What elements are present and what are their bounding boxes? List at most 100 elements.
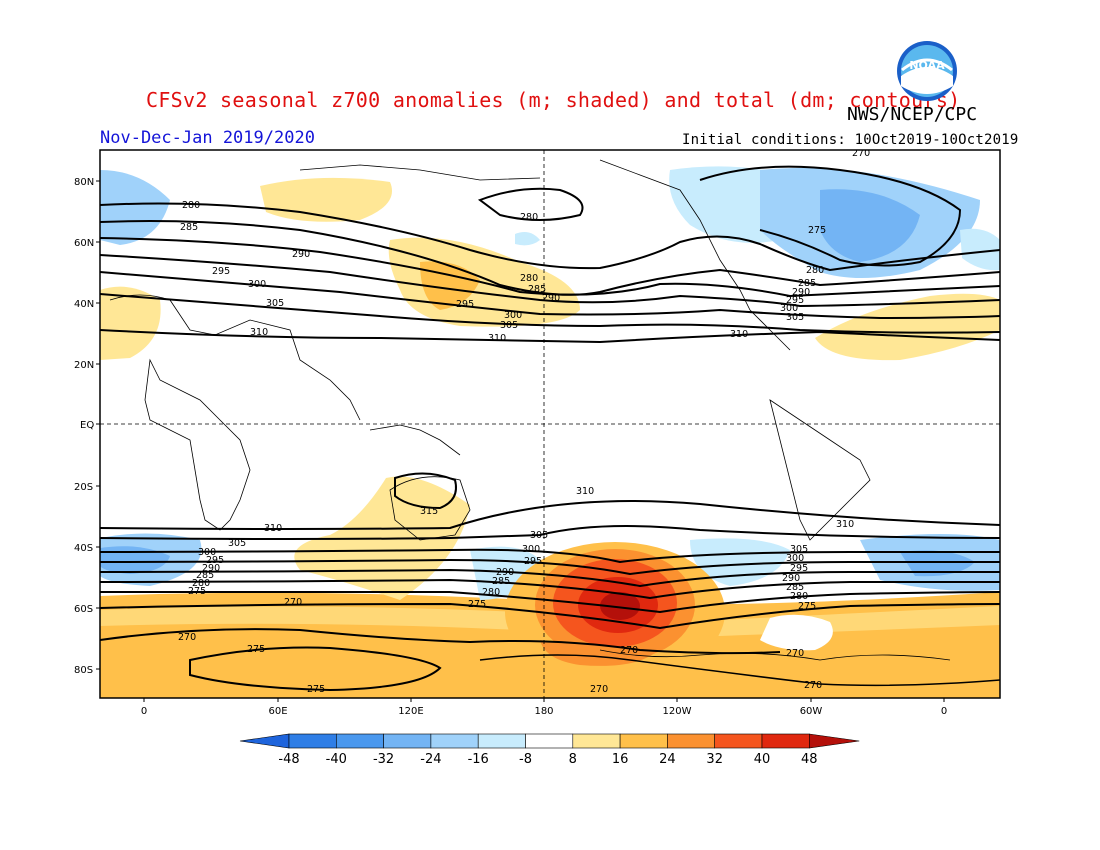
- svg-text:275: 275: [808, 225, 826, 236]
- colorbar-arrow-right: [808, 733, 860, 749]
- colorbar-tick-label: 24: [659, 752, 676, 767]
- lon-label: 60W: [800, 706, 823, 717]
- colorbar-swatch: [619, 733, 668, 749]
- colorbar-swatch: [525, 733, 574, 749]
- svg-text:270: 270: [620, 645, 638, 656]
- lon-label: 60E: [268, 706, 287, 717]
- lat-label: 20S: [74, 482, 93, 493]
- svg-text:280: 280: [520, 273, 538, 284]
- svg-text:300: 300: [780, 303, 798, 314]
- svg-text:270: 270: [852, 148, 870, 159]
- colorbar-swatch: [714, 733, 763, 749]
- lat-label: EQ: [80, 420, 94, 431]
- svg-text:280: 280: [806, 265, 824, 276]
- colorbar-swatch: [288, 733, 337, 749]
- svg-text:300: 300: [504, 310, 522, 321]
- colorbar-swatch: [761, 733, 810, 749]
- initial-conditions: Initial conditions: 10Oct2019-10Oct2019: [682, 132, 1019, 148]
- svg-text:310: 310: [250, 327, 268, 338]
- svg-text:270: 270: [284, 597, 302, 608]
- svg-text:310: 310: [730, 329, 748, 340]
- colorbar-tick-label: 32: [706, 752, 723, 767]
- svg-text:290: 290: [496, 567, 514, 578]
- colorbar-tick-label: 16: [612, 752, 629, 767]
- svg-text:300: 300: [786, 553, 804, 564]
- svg-text:275: 275: [247, 644, 265, 655]
- svg-text:275: 275: [468, 599, 486, 610]
- colorbar-swatch: [430, 733, 479, 749]
- lon-label: 120E: [398, 706, 423, 717]
- colorbar-tick-label: -40: [326, 752, 347, 767]
- svg-text:290: 290: [292, 249, 310, 260]
- lat-label: 40N: [74, 299, 94, 310]
- lon-label: 0: [141, 706, 147, 717]
- lat-label: 80N: [74, 177, 94, 188]
- colorbar-tick-label: -16: [468, 752, 489, 767]
- lat-label: 80S: [74, 665, 93, 676]
- svg-text:280: 280: [182, 200, 200, 211]
- svg-text:295: 295: [206, 555, 224, 566]
- colorbar-tick-label: 8: [569, 752, 577, 767]
- colorbar-tick-label: 48: [801, 752, 818, 767]
- svg-text:305: 305: [228, 538, 246, 549]
- lat-label: 60S: [74, 604, 93, 615]
- svg-text:285: 285: [492, 576, 510, 587]
- svg-text:270: 270: [178, 632, 196, 643]
- svg-text:270: 270: [786, 648, 804, 659]
- svg-text:285: 285: [798, 278, 816, 289]
- svg-text:315: 315: [420, 506, 438, 517]
- svg-text:310: 310: [576, 486, 594, 497]
- lon-label: 0: [941, 706, 947, 717]
- svg-text:280: 280: [520, 212, 538, 223]
- svg-text:300: 300: [248, 279, 266, 290]
- svg-text:280: 280: [192, 578, 210, 589]
- lon-label: 120W: [663, 706, 692, 717]
- lon-label: 180: [534, 706, 553, 717]
- latitude-axis: 80N 60N 40N 20N EQ 20S 40S 60S 80S: [74, 177, 100, 676]
- contour-labels: 280 285 290 295 300 305 310 280 280 285 …: [178, 148, 870, 695]
- svg-text:275: 275: [188, 586, 206, 597]
- svg-text:305: 305: [266, 298, 284, 309]
- svg-text:280: 280: [790, 591, 808, 602]
- map-title: CFSv2 seasonal z700 anomalies (m; shaded…: [146, 88, 961, 112]
- lat-label: 40S: [74, 543, 93, 554]
- svg-text:285: 285: [528, 284, 546, 295]
- noaa-logo-icon: NOAA: [897, 41, 957, 101]
- svg-text:285: 285: [180, 222, 198, 233]
- colorbar-tick-label: 40: [754, 752, 771, 767]
- svg-text:295: 295: [524, 556, 542, 567]
- colorbar: -48 -40 -32 -24 -16 -8 8 16 24 32 40 48: [239, 733, 860, 767]
- svg-text:275: 275: [798, 601, 816, 612]
- colorbar-tick-label: -8: [519, 752, 532, 767]
- svg-text:295: 295: [786, 295, 804, 306]
- colorbar-tick-label: -32: [373, 752, 394, 767]
- svg-text:270: 270: [804, 680, 822, 691]
- svg-text:310: 310: [836, 519, 854, 530]
- height-contours: [100, 165, 1000, 692]
- svg-text:285: 285: [786, 582, 804, 593]
- longitude-axis: 0 60E 120E 180 120W 60W 0: [141, 698, 947, 717]
- svg-text:300: 300: [198, 547, 216, 558]
- svg-text:295: 295: [456, 299, 474, 310]
- lat-label: 60N: [74, 238, 94, 249]
- svg-text:310: 310: [264, 523, 282, 534]
- colorbar-swatch: [335, 733, 384, 749]
- svg-text:270: 270: [590, 684, 608, 695]
- svg-text:290: 290: [542, 293, 560, 304]
- colorbar-swatch: [383, 733, 432, 749]
- lat-label: 20N: [74, 360, 94, 371]
- colorbar-swatch: [572, 733, 621, 749]
- svg-text:280: 280: [482, 587, 500, 598]
- svg-text:285: 285: [196, 570, 214, 581]
- svg-text:295: 295: [212, 266, 230, 277]
- colorbar-tick-label: -48: [278, 752, 299, 767]
- svg-text:290: 290: [782, 573, 800, 584]
- svg-text:300: 300: [522, 544, 540, 555]
- svg-text:NOAA: NOAA: [909, 59, 945, 72]
- forecast-period: Nov-Dec-Jan 2019/2020: [100, 128, 315, 148]
- svg-text:290: 290: [792, 287, 810, 298]
- svg-text:295: 295: [790, 563, 808, 574]
- svg-text:275: 275: [307, 684, 325, 695]
- svg-text:305: 305: [500, 320, 518, 331]
